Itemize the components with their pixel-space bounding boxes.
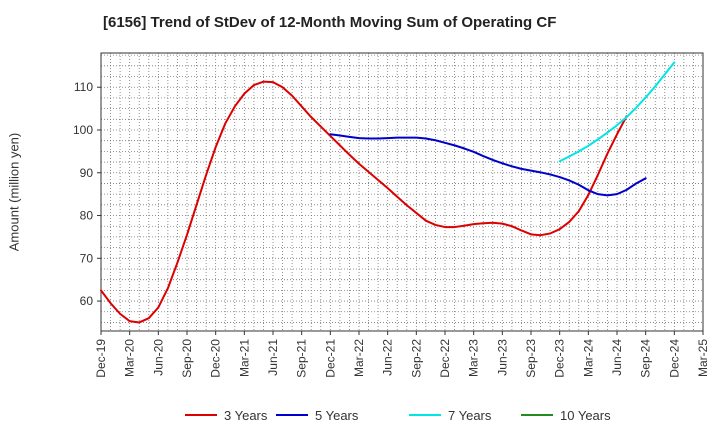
series-line-7-years — [558, 61, 676, 163]
x-tick-label: Jun-20 — [151, 339, 165, 376]
x-tick-label: Dec-22 — [438, 339, 452, 378]
x-tick-label: Dec-23 — [553, 339, 567, 378]
y-tick-label: 80 — [80, 209, 94, 223]
x-tick-label: Mar-22 — [352, 339, 366, 377]
legend-label: 7 Years — [448, 408, 492, 423]
chart-title: [6156] Trend of StDev of 12-Month Moving… — [103, 14, 557, 31]
x-tick-label: Mar-24 — [581, 339, 595, 377]
y-tick-label: 100 — [73, 123, 93, 137]
x-tick-label: Dec-21 — [323, 339, 337, 378]
x-tick-label: Sep-20 — [180, 339, 194, 378]
x-tick-label: Dec-24 — [667, 339, 681, 378]
legend-label: 3 Years — [224, 408, 268, 423]
legend-label: 10 Years — [560, 408, 611, 423]
y-tick-label: 110 — [74, 80, 93, 94]
y-tick-label: 70 — [80, 251, 94, 265]
y-tick-label: 60 — [80, 294, 94, 308]
x-tick-label: Sep-24 — [639, 339, 653, 378]
x-tick-label: Jun-21 — [266, 339, 280, 376]
x-tick-label: Dec-19 — [94, 339, 108, 378]
x-tick-label: Mar-23 — [467, 339, 481, 377]
x-tick-label: Sep-23 — [524, 339, 538, 378]
x-tick-label: Sep-21 — [295, 339, 309, 378]
x-tick-label: Jun-24 — [610, 339, 624, 376]
plot-area — [101, 53, 703, 331]
series-line-3-years — [100, 80, 628, 324]
x-tick-label: Mar-20 — [123, 339, 137, 377]
x-tick-label: Mar-21 — [237, 339, 251, 377]
x-tick-label: Sep-22 — [409, 339, 423, 378]
x-tick-label: Mar-25 — [696, 339, 710, 377]
plot-frame — [100, 52, 704, 332]
legend-label: 5 Years — [315, 408, 359, 423]
series-line-5-years — [329, 133, 647, 197]
x-tick-label: Jun-22 — [381, 339, 395, 376]
x-tick-label: Dec-20 — [209, 339, 223, 378]
y-tick-label: 90 — [80, 166, 94, 180]
x-tick-label: Jun-23 — [495, 339, 509, 376]
